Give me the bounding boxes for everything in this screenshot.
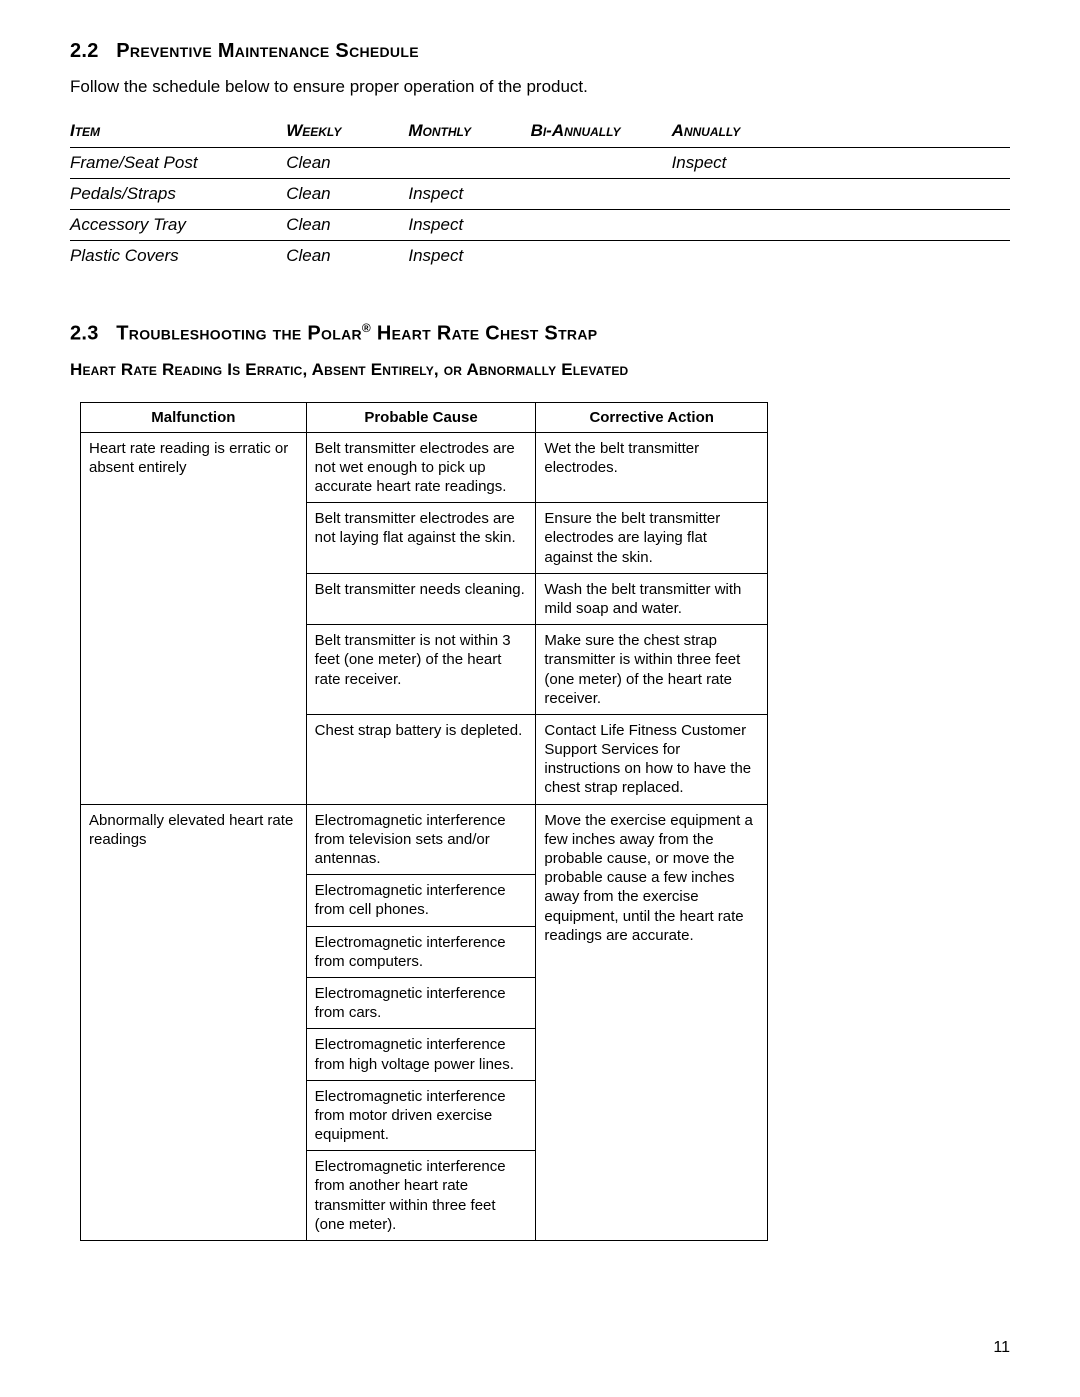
cell-action: Wash the belt transmitter with mild soap… — [536, 573, 768, 624]
cell-bi — [531, 210, 672, 241]
col-item: Item — [70, 115, 286, 148]
section-2-3-heading: 2.3 Troubleshooting the Polar® Heart Rat… — [70, 321, 1010, 346]
section-number: 2.2 — [70, 40, 99, 62]
cell-action: Move the exercise equipment a few inches… — [536, 804, 768, 1240]
cell-cause: Belt transmitter needs cleaning. — [306, 573, 536, 624]
col-cause: Probable Cause — [306, 402, 536, 432]
cell-cause: Electromagnetic interference from comput… — [306, 926, 536, 977]
page-container: 2.2 Preventive Maintenance Schedule Foll… — [0, 0, 1080, 1397]
section-2-2-intro: Follow the schedule below to ensure prop… — [70, 77, 1010, 97]
table-header-row: Item Weekly Monthly Bi-Annually Annually — [70, 115, 1010, 148]
page-number: 11 — [993, 1339, 1010, 1357]
cell-weekly: Clean — [286, 241, 408, 272]
cell-malfunction: Abnormally elevated heart rate readings — [81, 804, 307, 1240]
table-row: Frame/Seat Post Clean Inspect — [70, 148, 1010, 179]
cell-ann — [672, 241, 1010, 272]
cell-bi — [531, 241, 672, 272]
cell-cause: Electromagnetic interference from cars. — [306, 977, 536, 1028]
cell-ann: Inspect — [672, 148, 1010, 179]
section-title-pre: Troubleshooting the Polar — [116, 323, 362, 345]
col-malfunction: Malfunction — [81, 402, 307, 432]
col-biannually: Bi-Annually — [531, 115, 672, 148]
table-row: Plastic Covers Clean Inspect — [70, 241, 1010, 272]
cell-cause: Chest strap battery is depleted. — [306, 714, 536, 804]
registered-mark: ® — [362, 321, 371, 335]
cell-weekly: Clean — [286, 179, 408, 210]
cell-cause: Electromagnetic interference from anothe… — [306, 1151, 536, 1241]
cell-cause: Electromagnetic interference from high v… — [306, 1029, 536, 1080]
table-row: Abnormally elevated heart rate readings … — [81, 804, 768, 875]
cell-ann — [672, 210, 1010, 241]
cell-action: Ensure the belt transmitter electrodes a… — [536, 503, 768, 574]
cell-item: Pedals/Straps — [70, 179, 286, 210]
cell-monthly — [408, 148, 530, 179]
section-title-post: Heart Rate Chest Strap — [371, 323, 597, 345]
table-header-row: Malfunction Probable Cause Corrective Ac… — [81, 402, 768, 432]
cell-bi — [531, 179, 672, 210]
cell-monthly: Inspect — [408, 241, 530, 272]
cell-item: Accessory Tray — [70, 210, 286, 241]
cell-action: Contact Life Fitness Customer Support Se… — [536, 714, 768, 804]
cell-action: Wet the belt transmitter electrodes. — [536, 432, 768, 503]
cell-item: Plastic Covers — [70, 241, 286, 272]
cell-weekly: Clean — [286, 210, 408, 241]
cell-cause: Electromagnetic interference from motor … — [306, 1080, 536, 1151]
cell-cause: Belt transmitter is not within 3 feet (o… — [306, 625, 536, 715]
cell-cause: Belt transmitter electrodes are not layi… — [306, 503, 536, 574]
cell-cause: Belt transmitter electrodes are not wet … — [306, 432, 536, 503]
col-weekly: Weekly — [286, 115, 408, 148]
cell-monthly: Inspect — [408, 179, 530, 210]
section-title: Preventive Maintenance Schedule — [116, 40, 419, 62]
table-row: Accessory Tray Clean Inspect — [70, 210, 1010, 241]
cell-bi — [531, 148, 672, 179]
cell-monthly: Inspect — [408, 210, 530, 241]
table-row: Heart rate reading is erratic or absent … — [81, 432, 768, 503]
cell-cause: Electromagnetic interference from televi… — [306, 804, 536, 875]
section-2-3-subhead: Heart Rate Reading Is Erratic, Absent En… — [70, 360, 1010, 380]
cell-action: Make sure the chest strap transmitter is… — [536, 625, 768, 715]
cell-malfunction: Heart rate reading is erratic or absent … — [81, 432, 307, 804]
troubleshooting-table: Malfunction Probable Cause Corrective Ac… — [80, 402, 768, 1241]
section-2-2-heading: 2.2 Preventive Maintenance Schedule — [70, 40, 1010, 63]
cell-cause: Electromagnetic interference from cell p… — [306, 875, 536, 926]
table-row: Pedals/Straps Clean Inspect — [70, 179, 1010, 210]
maintenance-schedule-table: Item Weekly Monthly Bi-Annually Annually… — [70, 115, 1010, 271]
cell-weekly: Clean — [286, 148, 408, 179]
cell-ann — [672, 179, 1010, 210]
col-action: Corrective Action — [536, 402, 768, 432]
col-annually: Annually — [672, 115, 1010, 148]
col-monthly: Monthly — [408, 115, 530, 148]
cell-item: Frame/Seat Post — [70, 148, 286, 179]
section-number: 2.3 — [70, 323, 99, 345]
